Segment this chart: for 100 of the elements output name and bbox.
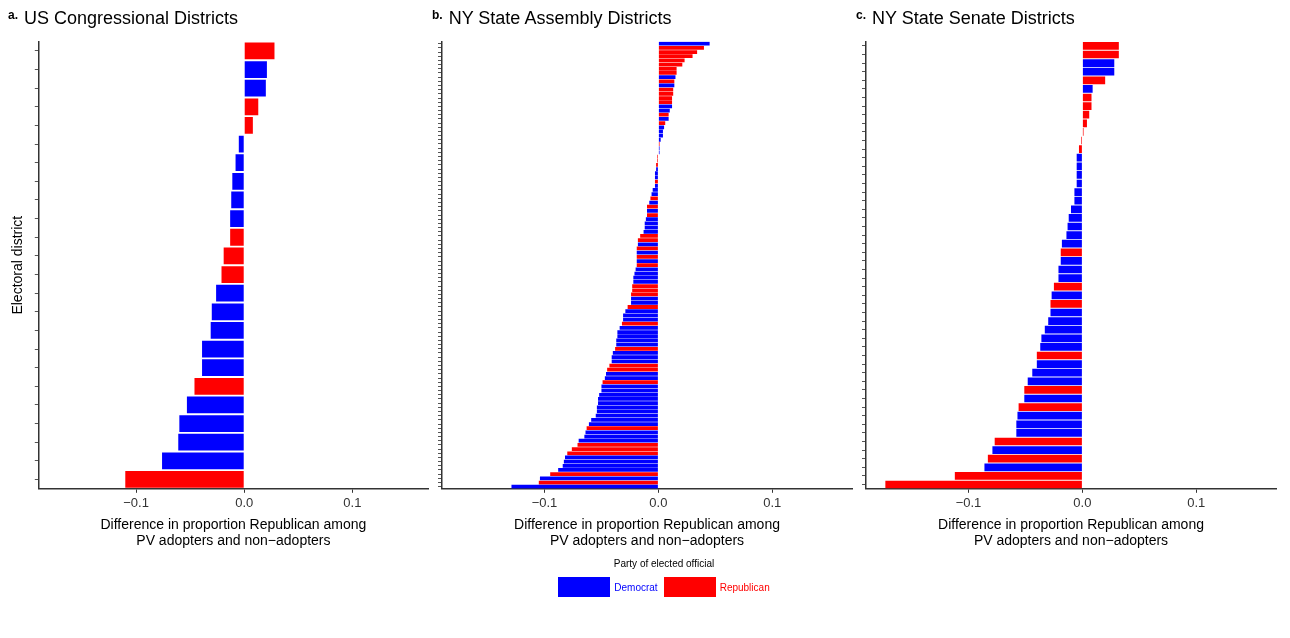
bar <box>658 45 704 50</box>
bar <box>210 322 244 339</box>
bar <box>588 422 658 426</box>
bar <box>643 229 658 234</box>
bar <box>202 340 244 358</box>
bar <box>604 376 658 380</box>
y-axis-title: Electoral district <box>9 215 26 315</box>
bar <box>647 204 658 209</box>
bar <box>567 451 658 456</box>
bar <box>179 415 244 432</box>
bar <box>611 359 658 364</box>
bar <box>1082 76 1106 85</box>
bar <box>636 259 658 263</box>
bar <box>987 454 1082 463</box>
bar <box>658 41 710 46</box>
x-tick-label: 0.1 <box>1187 495 1206 511</box>
bar <box>640 234 658 238</box>
bar <box>1036 351 1082 360</box>
bar <box>562 463 658 468</box>
bar <box>586 426 658 431</box>
bar <box>1018 403 1082 411</box>
bar <box>658 71 677 75</box>
bar <box>232 172 244 190</box>
bar <box>658 117 669 121</box>
bar <box>658 75 676 80</box>
bar <box>654 183 658 188</box>
bar <box>633 275 658 280</box>
bar <box>651 192 658 197</box>
bar <box>244 98 259 116</box>
x-tick-label: 0.0 <box>649 495 668 511</box>
bar <box>235 154 244 172</box>
text: c. <box>856 8 867 22</box>
bar <box>1050 300 1082 308</box>
bar <box>637 242 658 247</box>
bar <box>598 397 658 401</box>
bar <box>615 346 658 351</box>
x-axis-title: Difference in proportion Republican among PV adopters and non−adopters <box>100 515 367 549</box>
text: a. <box>8 8 19 22</box>
legend-title: Party of elected official <box>613 558 715 569</box>
bar <box>1051 291 1082 300</box>
bar <box>654 171 658 176</box>
chart-title: US Congressional Districts <box>24 8 239 29</box>
bar <box>632 284 658 288</box>
bar <box>585 430 658 435</box>
bar <box>231 191 244 209</box>
bar <box>598 401 658 405</box>
bar <box>631 296 658 301</box>
bar <box>658 87 674 92</box>
bar <box>994 437 1082 446</box>
bar <box>1082 85 1093 93</box>
x-tick-label: −0.1 <box>531 495 558 511</box>
bar <box>244 117 253 134</box>
bar <box>625 309 658 314</box>
bar <box>647 208 658 213</box>
x-tick-label: 0.1 <box>763 495 782 511</box>
bar <box>125 471 244 488</box>
bar <box>658 54 693 59</box>
bar <box>596 405 658 410</box>
text: Democrat <box>614 581 658 593</box>
bar <box>619 326 658 330</box>
bar <box>617 334 658 339</box>
bar <box>221 266 244 283</box>
bar <box>647 213 658 217</box>
bar <box>595 413 658 418</box>
bar <box>612 351 658 355</box>
bar <box>636 250 658 255</box>
bar <box>558 468 658 472</box>
bar <box>578 438 658 443</box>
bar <box>636 254 658 259</box>
text: Republican <box>719 581 770 593</box>
bar <box>238 135 244 153</box>
bar <box>658 91 674 96</box>
chart-title: NY State Senate Districts <box>872 8 1075 29</box>
bar <box>632 288 658 293</box>
bar <box>633 280 658 284</box>
bar <box>636 263 658 268</box>
bar <box>1024 394 1082 403</box>
bar <box>627 305 658 309</box>
bar <box>658 112 669 117</box>
bar <box>635 267 658 272</box>
bar <box>621 321 658 326</box>
x-axis-title: Difference in proportion Republican among PV adopters and non−adopters <box>514 515 780 549</box>
bar <box>645 217 658 222</box>
bar <box>658 133 663 138</box>
bar <box>244 61 267 78</box>
bar <box>1053 282 1082 291</box>
bar <box>658 96 673 100</box>
text: b. <box>432 8 443 22</box>
bar <box>617 330 658 334</box>
bar <box>658 125 665 130</box>
bar <box>658 100 673 105</box>
bar <box>230 210 244 227</box>
bar <box>591 417 658 422</box>
bar <box>650 196 658 201</box>
bar <box>658 79 675 84</box>
bar <box>607 367 658 372</box>
bar <box>202 359 244 377</box>
bar <box>571 447 658 451</box>
x-tick-label: 0.1 <box>343 495 362 511</box>
bar <box>244 42 275 60</box>
